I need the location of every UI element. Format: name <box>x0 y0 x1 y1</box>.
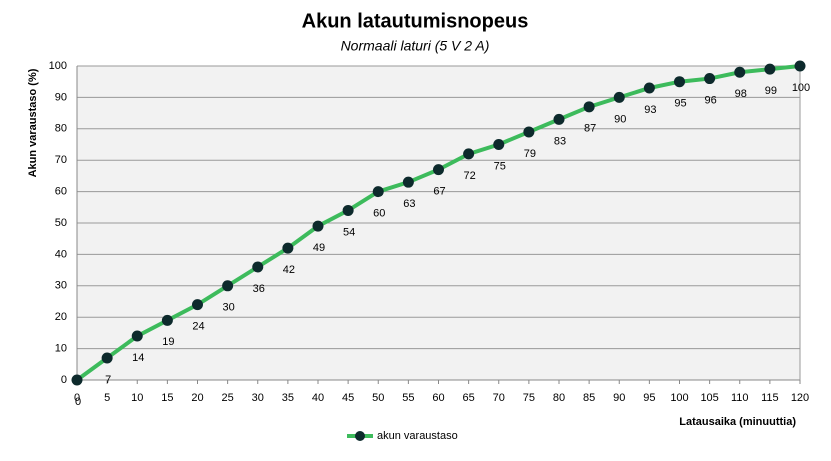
data-label: 90 <box>614 113 626 125</box>
data-point <box>312 220 324 232</box>
x-tick-label: 65 <box>463 392 475 404</box>
y-tick-label: 20 <box>55 311 67 323</box>
data-label: 72 <box>464 170 476 182</box>
y-tick-label: 50 <box>55 217 67 229</box>
data-label: 19 <box>162 336 174 348</box>
data-label: 54 <box>343 226 355 238</box>
y-tick-label: 60 <box>55 186 67 198</box>
x-tick-label: 100 <box>670 392 688 404</box>
data-point <box>282 242 294 254</box>
data-point <box>704 73 716 85</box>
y-tick-label: 70 <box>55 154 67 166</box>
data-label: 24 <box>192 321 204 333</box>
x-axis-label: Latausaika (minuuttia) <box>679 416 796 428</box>
data-point <box>161 314 173 326</box>
data-point <box>493 139 505 150</box>
data-label: 87 <box>584 123 596 135</box>
data-label: 42 <box>283 264 295 276</box>
x-tick-label: 25 <box>222 392 234 404</box>
data-label: 79 <box>524 148 536 160</box>
x-tick-label: 110 <box>731 392 749 404</box>
data-label: 60 <box>373 208 385 220</box>
data-point <box>523 126 535 138</box>
data-point <box>402 176 414 188</box>
data-label: 14 <box>132 352 144 364</box>
y-tick-label: 100 <box>49 60 67 72</box>
data-point <box>674 76 685 88</box>
data-point <box>734 66 746 78</box>
data-point <box>252 261 264 273</box>
x-tick-label: 95 <box>643 392 655 404</box>
data-point <box>764 63 776 75</box>
data-label: 93 <box>644 104 656 116</box>
x-tick-label: 80 <box>553 392 565 404</box>
x-tick-label: 50 <box>372 392 384 404</box>
y-axis-label: Akun varaustaso (%) <box>27 68 39 177</box>
data-point <box>794 60 806 72</box>
y-tick-label: 40 <box>55 248 67 260</box>
x-tick-label: 10 <box>131 392 143 404</box>
data-point <box>222 280 234 292</box>
data-point <box>583 101 595 113</box>
x-tick-label: 60 <box>432 392 444 404</box>
x-tick-label: 20 <box>191 392 203 404</box>
data-point <box>613 91 625 103</box>
legend-label: akun varaustaso <box>377 430 458 442</box>
data-point <box>463 148 475 160</box>
x-tick-label: 0 <box>74 392 80 404</box>
data-label: 0 <box>75 396 81 408</box>
chart-subtitle: Normaali laturi (5 V 2 A) <box>341 38 490 54</box>
data-point <box>553 113 565 125</box>
data-label: 99 <box>765 85 777 97</box>
y-tick-label: 80 <box>55 123 67 135</box>
y-tick-label: 0 <box>61 374 67 386</box>
data-label: 83 <box>554 135 566 147</box>
data-point <box>101 352 113 364</box>
x-tick-label: 40 <box>312 392 324 404</box>
chart-title: Akun latautumisnopeus <box>302 10 529 32</box>
x-tick-label: 120 <box>791 392 809 404</box>
data-label: 67 <box>433 186 445 198</box>
x-tick-label: 30 <box>252 392 264 404</box>
data-label: 75 <box>494 160 506 172</box>
x-tick-label: 5 <box>104 392 110 404</box>
x-tick-label: 115 <box>761 392 779 404</box>
legend-marker <box>355 431 365 441</box>
data-label: 30 <box>223 302 235 314</box>
data-label: 63 <box>403 198 415 210</box>
x-tick-label: 70 <box>493 392 505 404</box>
data-point <box>342 204 354 216</box>
data-label: 100 <box>792 82 810 94</box>
data-label: 7 <box>105 374 111 386</box>
data-label: 98 <box>735 88 747 100</box>
data-point <box>433 164 444 176</box>
x-tick-label: 90 <box>613 392 625 404</box>
data-point <box>192 299 203 311</box>
data-point <box>71 374 83 386</box>
x-tick-label: 45 <box>342 392 354 404</box>
data-point <box>372 186 384 198</box>
data-label: 36 <box>253 283 265 295</box>
y-tick-label: 30 <box>55 280 67 292</box>
data-point <box>131 330 143 342</box>
data-label: 96 <box>705 94 717 106</box>
x-tick-label: 105 <box>700 392 718 404</box>
x-tick-label: 35 <box>282 392 294 404</box>
x-tick-label: 15 <box>161 392 173 404</box>
x-tick-label: 75 <box>523 392 535 404</box>
data-label: 49 <box>313 242 325 254</box>
y-tick-label: 90 <box>55 91 67 103</box>
y-tick-label: 10 <box>55 343 67 355</box>
data-label: 95 <box>674 98 686 110</box>
x-tick-label: 55 <box>402 392 414 404</box>
data-point <box>643 82 655 94</box>
x-tick-label: 85 <box>583 392 595 404</box>
